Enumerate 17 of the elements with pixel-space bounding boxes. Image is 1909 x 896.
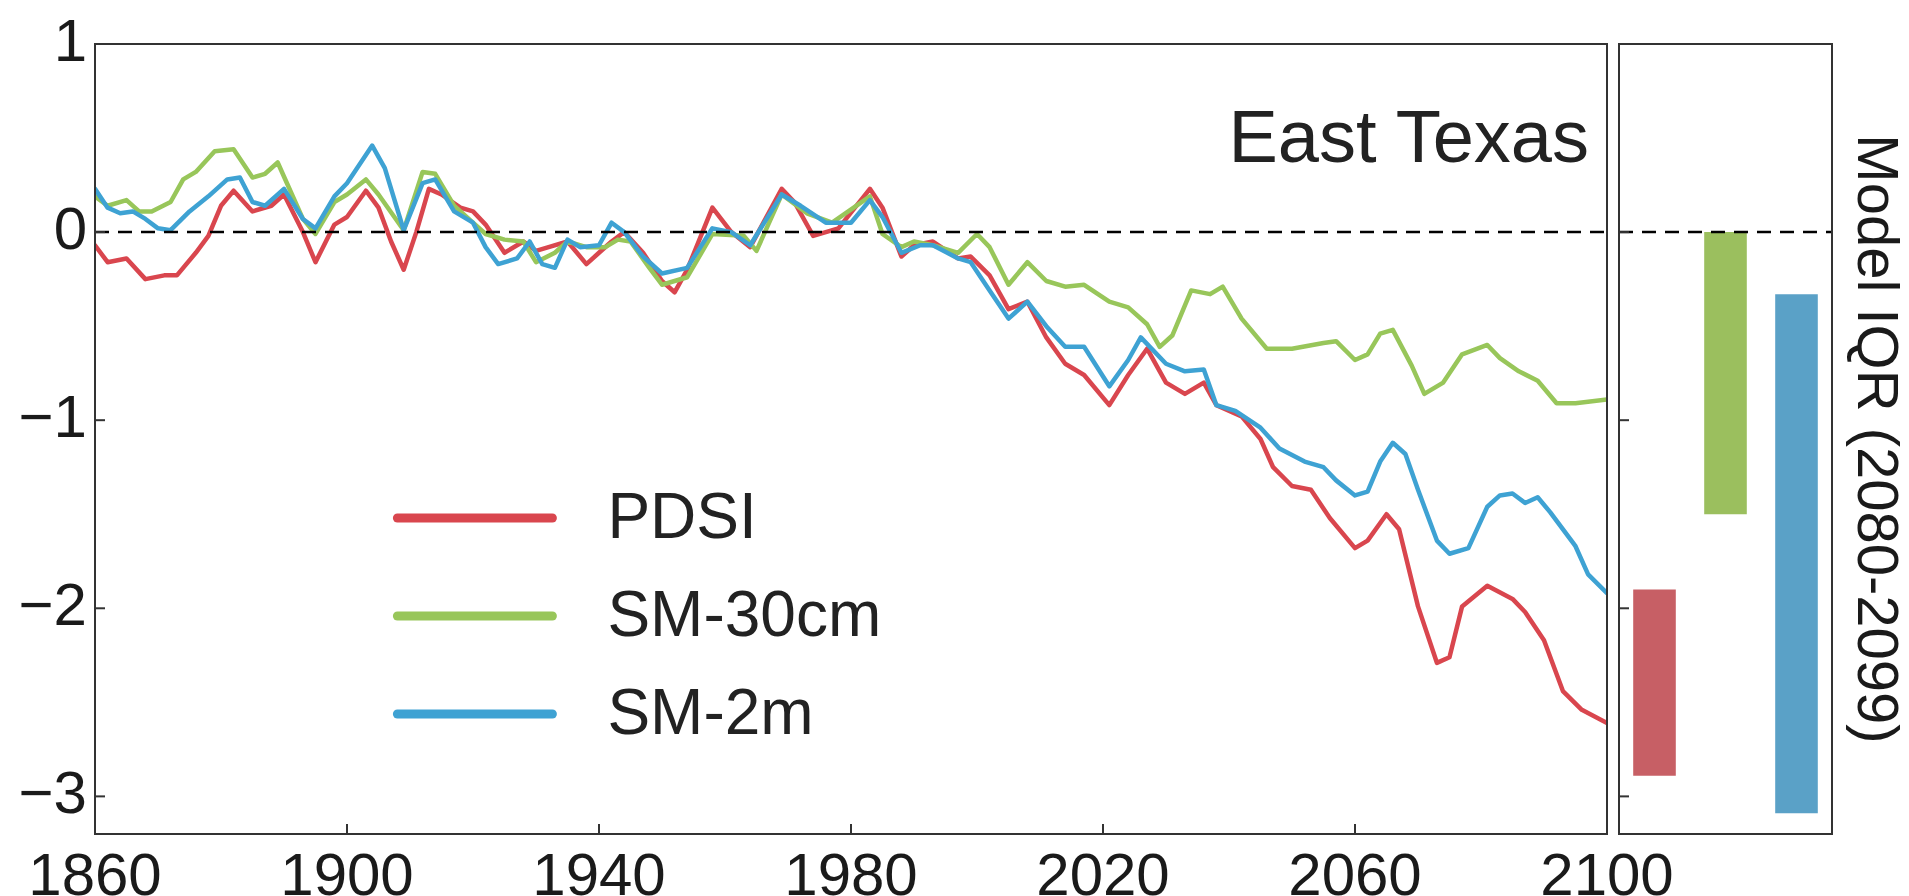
y-tick-label: 0 <box>53 194 87 262</box>
y-tick-label: −1 <box>18 382 87 450</box>
y-axis-title: Model IQR (2080-2099) <box>1846 134 1909 744</box>
y-tick-label: 1 <box>53 6 87 74</box>
x-tick-label: 1940 <box>532 840 666 896</box>
legend-label: SM-30cm <box>607 577 882 650</box>
x-tick-label: 1860 <box>28 840 162 896</box>
x-tick-label: 2060 <box>1288 840 1422 896</box>
x-tick-label: 2100 <box>1540 840 1674 896</box>
x-tick-label: 2020 <box>1036 840 1170 896</box>
legend-label: SM-2m <box>607 675 814 748</box>
x-tick-label: 1980 <box>784 840 918 896</box>
legend-label: PDSI <box>607 479 757 552</box>
y-tick-label: −2 <box>18 570 87 638</box>
y-tick-label: −3 <box>18 758 87 826</box>
text: East Texas <box>1228 95 1589 178</box>
x-tick-label: 1900 <box>280 840 414 896</box>
